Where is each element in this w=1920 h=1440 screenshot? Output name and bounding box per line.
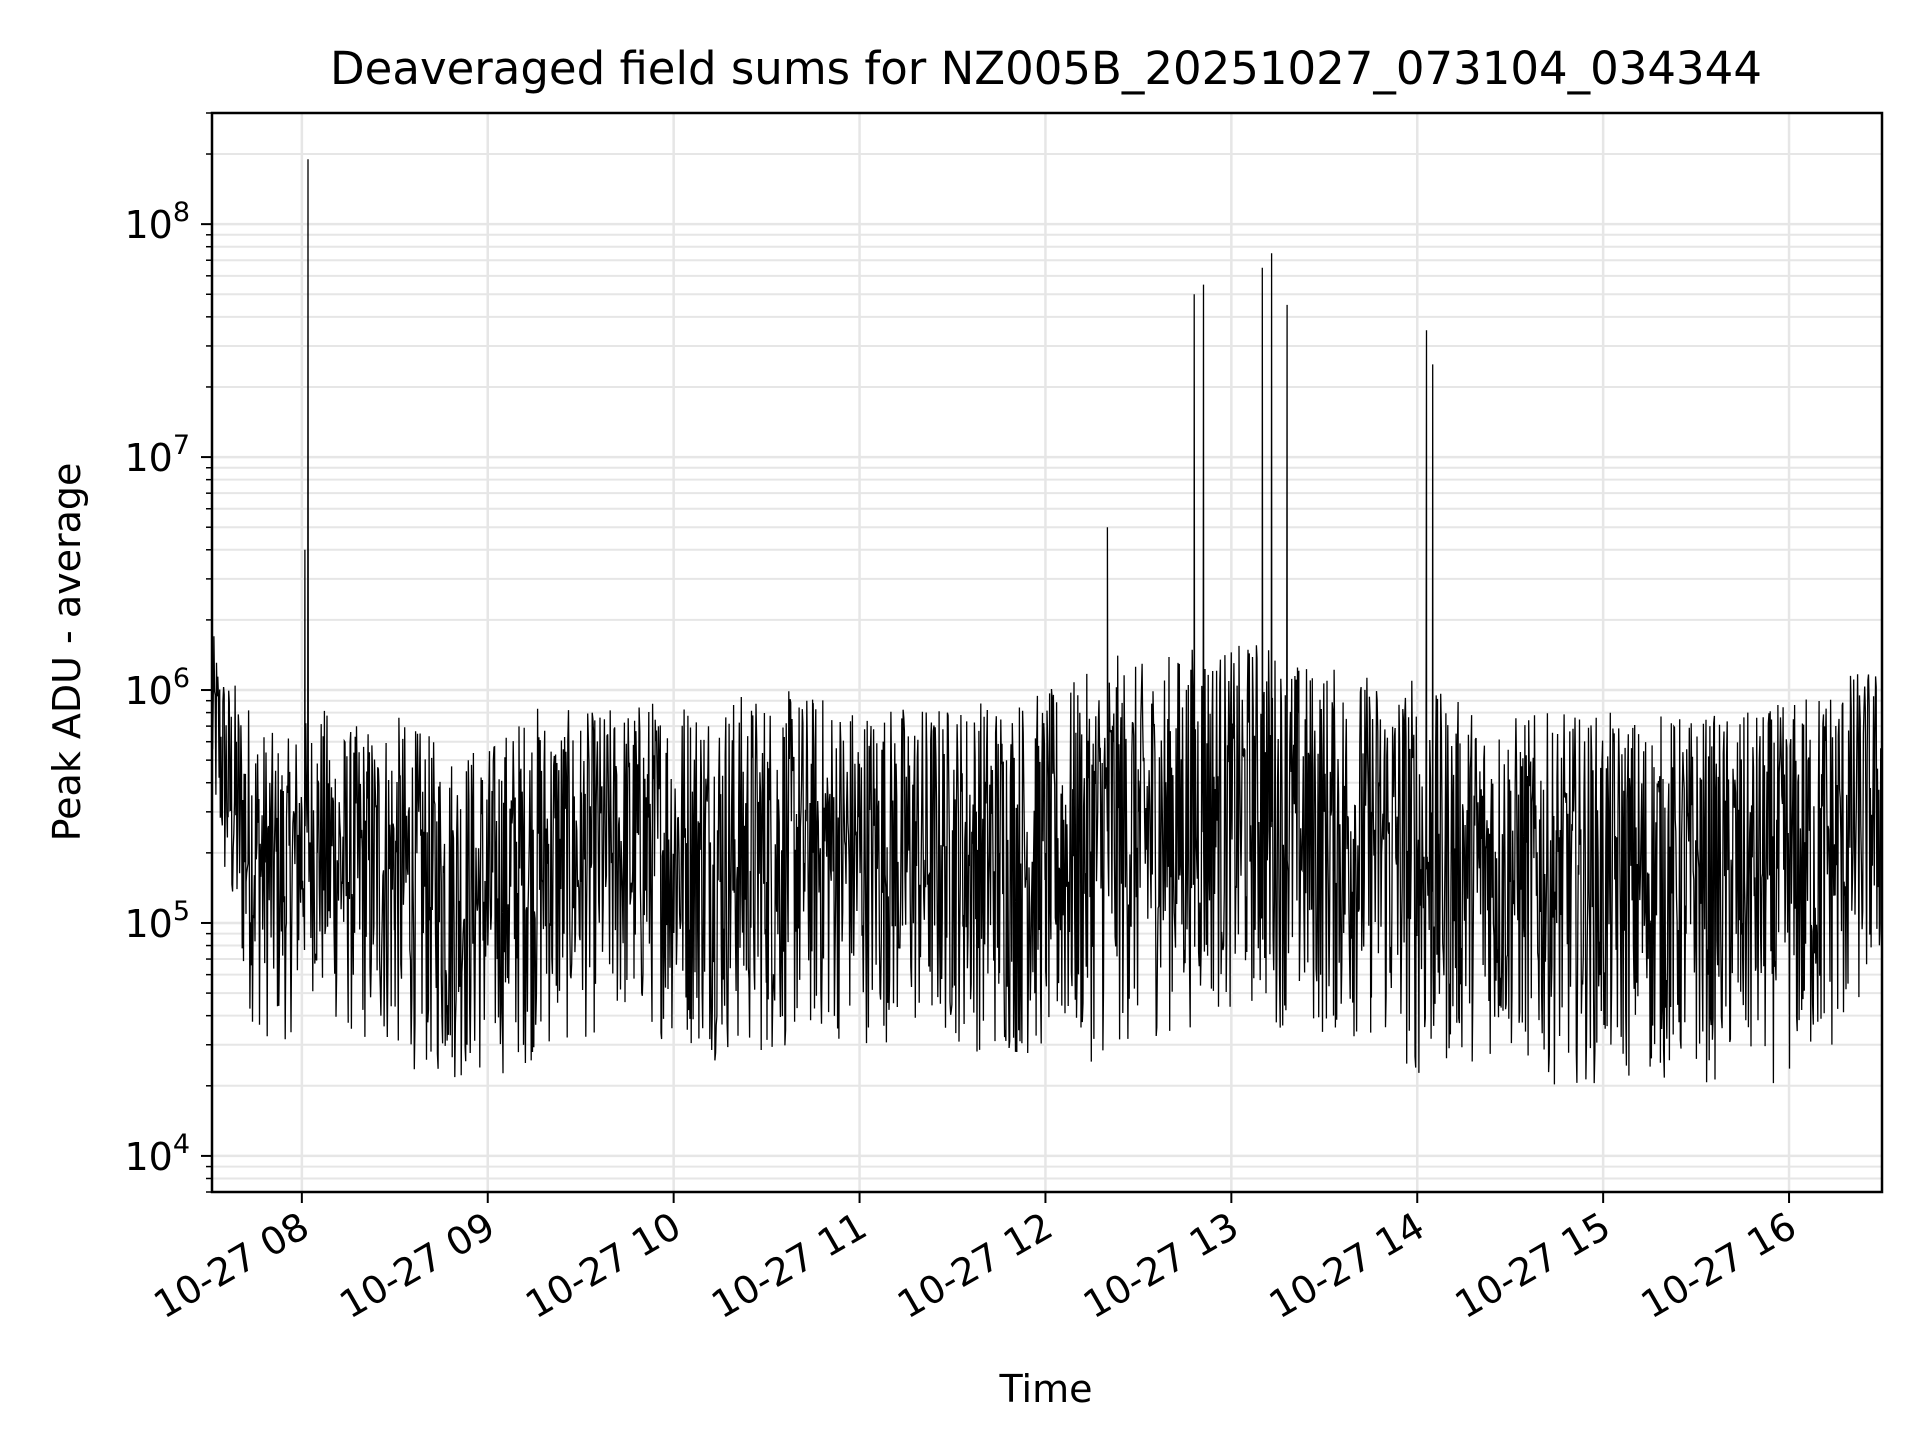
y-tick-label: 107 — [124, 430, 190, 480]
y-axis: 104 105 106 107 108 — [124, 112, 212, 1193]
series-line — [211, 159, 1883, 1085]
y-tick-label: 105 — [124, 896, 190, 946]
y-tick-label: 108 — [124, 197, 190, 247]
plot-frame — [210, 111, 1884, 1194]
plot-area — [210, 111, 1884, 1194]
y-tick-label: 104 — [124, 1129, 190, 1179]
chart-title: Deaveraged field sums for NZ005B_2025102… — [330, 42, 1762, 95]
y-tick-label: 106 — [124, 663, 190, 713]
y-axis-label: Peak ADU - average — [45, 463, 89, 842]
data-series — [211, 159, 1883, 1085]
x-axis-label: Time — [999, 1367, 1093, 1411]
